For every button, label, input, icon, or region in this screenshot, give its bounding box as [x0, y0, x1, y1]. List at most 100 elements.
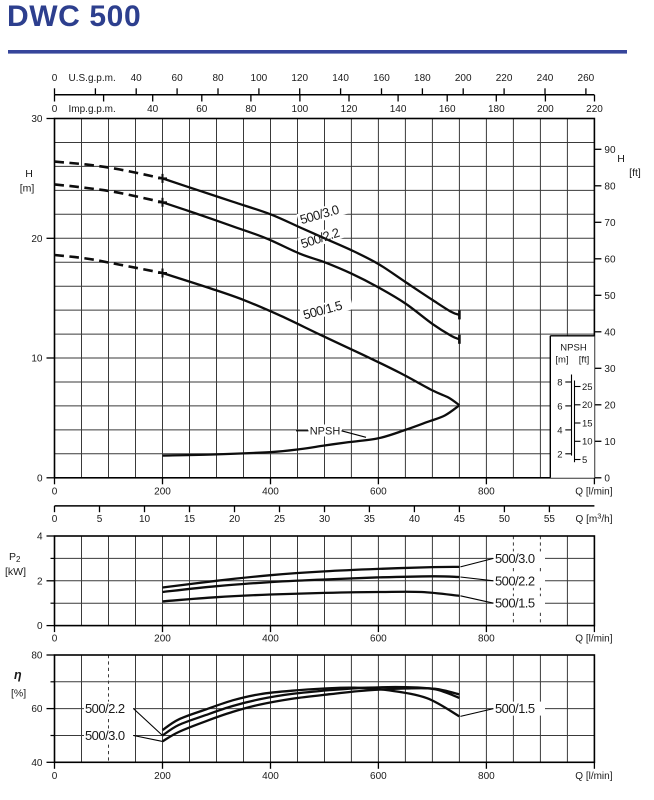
svg-text:20: 20 — [604, 400, 616, 411]
svg-text:40: 40 — [31, 758, 43, 769]
svg-text:600: 600 — [370, 771, 387, 782]
svg-text:15: 15 — [184, 514, 196, 525]
svg-text:140: 140 — [390, 104, 407, 115]
svg-text:4: 4 — [557, 425, 562, 436]
svg-text:200: 200 — [154, 487, 171, 498]
svg-text:2: 2 — [557, 449, 562, 460]
svg-text:60: 60 — [604, 254, 616, 265]
svg-text:500/2.2: 500/2.2 — [495, 573, 535, 588]
svg-text:800: 800 — [478, 487, 495, 498]
svg-text:60: 60 — [172, 73, 184, 84]
svg-text:20: 20 — [582, 400, 593, 411]
svg-text:DWC 500: DWC 500 — [7, 0, 141, 33]
svg-text:2: 2 — [37, 576, 43, 587]
svg-text:180: 180 — [414, 73, 431, 84]
svg-text:90: 90 — [604, 145, 616, 156]
svg-text:80: 80 — [245, 104, 257, 115]
svg-text:50: 50 — [604, 291, 616, 302]
svg-text:0: 0 — [52, 514, 58, 525]
svg-text:0: 0 — [52, 104, 58, 115]
svg-text:600: 600 — [370, 487, 387, 498]
svg-text:10: 10 — [31, 354, 43, 365]
svg-text:NPSH: NPSH — [310, 425, 341, 437]
svg-text:Imp.g.p.m.: Imp.g.p.m. — [69, 104, 116, 115]
svg-text:40: 40 — [604, 327, 616, 338]
svg-text:70: 70 — [604, 218, 616, 229]
svg-text:180: 180 — [488, 104, 505, 115]
svg-text:Q [l/min]: Q [l/min] — [575, 771, 612, 782]
svg-text:H: H — [25, 168, 33, 180]
svg-text:0: 0 — [37, 621, 43, 632]
svg-text:0: 0 — [52, 771, 58, 782]
svg-text:[%]: [%] — [11, 688, 26, 700]
svg-text:80: 80 — [31, 651, 43, 662]
svg-text:220: 220 — [496, 73, 513, 84]
svg-text:Q [l/min]: Q [l/min] — [575, 634, 612, 645]
svg-text:NPSH: NPSH — [560, 343, 587, 354]
svg-text:0: 0 — [52, 73, 58, 84]
svg-text:55: 55 — [544, 514, 556, 525]
svg-text:60: 60 — [196, 104, 208, 115]
svg-text:30: 30 — [31, 114, 43, 125]
svg-text:0: 0 — [52, 487, 58, 498]
svg-text:H: H — [617, 153, 625, 165]
svg-text:200: 200 — [154, 771, 171, 782]
svg-text:25: 25 — [582, 382, 593, 393]
svg-text:U.S.g.p.m.: U.S.g.p.m. — [69, 73, 116, 84]
svg-text:40: 40 — [147, 104, 159, 115]
svg-text:20: 20 — [31, 234, 43, 245]
svg-text:15: 15 — [582, 418, 593, 429]
svg-text:100: 100 — [292, 104, 309, 115]
svg-text:220: 220 — [586, 104, 603, 115]
svg-text:45: 45 — [454, 514, 466, 525]
svg-text:800: 800 — [478, 771, 495, 782]
svg-text:100: 100 — [251, 73, 268, 84]
svg-text:40: 40 — [409, 514, 421, 525]
svg-text:60: 60 — [31, 704, 43, 715]
svg-text:160: 160 — [439, 104, 456, 115]
svg-text:[m]: [m] — [20, 183, 35, 195]
svg-text:80: 80 — [604, 181, 616, 192]
svg-text:140: 140 — [332, 73, 349, 84]
svg-text:200: 200 — [455, 73, 472, 84]
svg-text:400: 400 — [262, 771, 279, 782]
svg-text:40: 40 — [131, 73, 143, 84]
svg-text:[ft]: [ft] — [579, 355, 590, 366]
svg-text:6: 6 — [557, 401, 562, 412]
svg-text:0: 0 — [37, 473, 43, 484]
svg-text:P2: P2 — [9, 551, 21, 564]
svg-text:Q [l/min]: Q [l/min] — [575, 487, 612, 498]
svg-text:260: 260 — [578, 73, 595, 84]
svg-text:200: 200 — [154, 634, 171, 645]
svg-text:Q [m3/h]: Q [m3/h] — [576, 511, 613, 525]
svg-text:500/2.2: 500/2.2 — [85, 701, 125, 716]
svg-text:500/1.5: 500/1.5 — [495, 596, 535, 611]
svg-text:0: 0 — [604, 473, 610, 484]
svg-text:600: 600 — [370, 634, 387, 645]
svg-text:120: 120 — [291, 73, 308, 84]
svg-text:0: 0 — [52, 634, 58, 645]
svg-text:30: 30 — [604, 364, 616, 375]
svg-text:200: 200 — [537, 104, 554, 115]
svg-text:30: 30 — [319, 514, 331, 525]
svg-text:500/1.5: 500/1.5 — [495, 701, 535, 716]
svg-text:500/3.0: 500/3.0 — [495, 551, 535, 566]
svg-text:5: 5 — [97, 514, 103, 525]
svg-text:η: η — [14, 668, 22, 682]
svg-text:800: 800 — [478, 634, 495, 645]
svg-text:[m]: [m] — [555, 355, 568, 366]
svg-text:500/3.0: 500/3.0 — [85, 728, 125, 743]
svg-text:25: 25 — [274, 514, 286, 525]
svg-text:10: 10 — [604, 437, 616, 448]
svg-text:[ft]: [ft] — [629, 167, 641, 179]
svg-text:4: 4 — [37, 532, 43, 543]
svg-text:400: 400 — [262, 487, 279, 498]
svg-text:5: 5 — [582, 455, 587, 466]
svg-text:8: 8 — [557, 378, 562, 389]
svg-text:400: 400 — [262, 634, 279, 645]
svg-text:50: 50 — [499, 514, 511, 525]
svg-text:20: 20 — [229, 514, 241, 525]
svg-text:35: 35 — [364, 514, 376, 525]
svg-text:240: 240 — [537, 73, 554, 84]
svg-text:160: 160 — [373, 73, 390, 84]
